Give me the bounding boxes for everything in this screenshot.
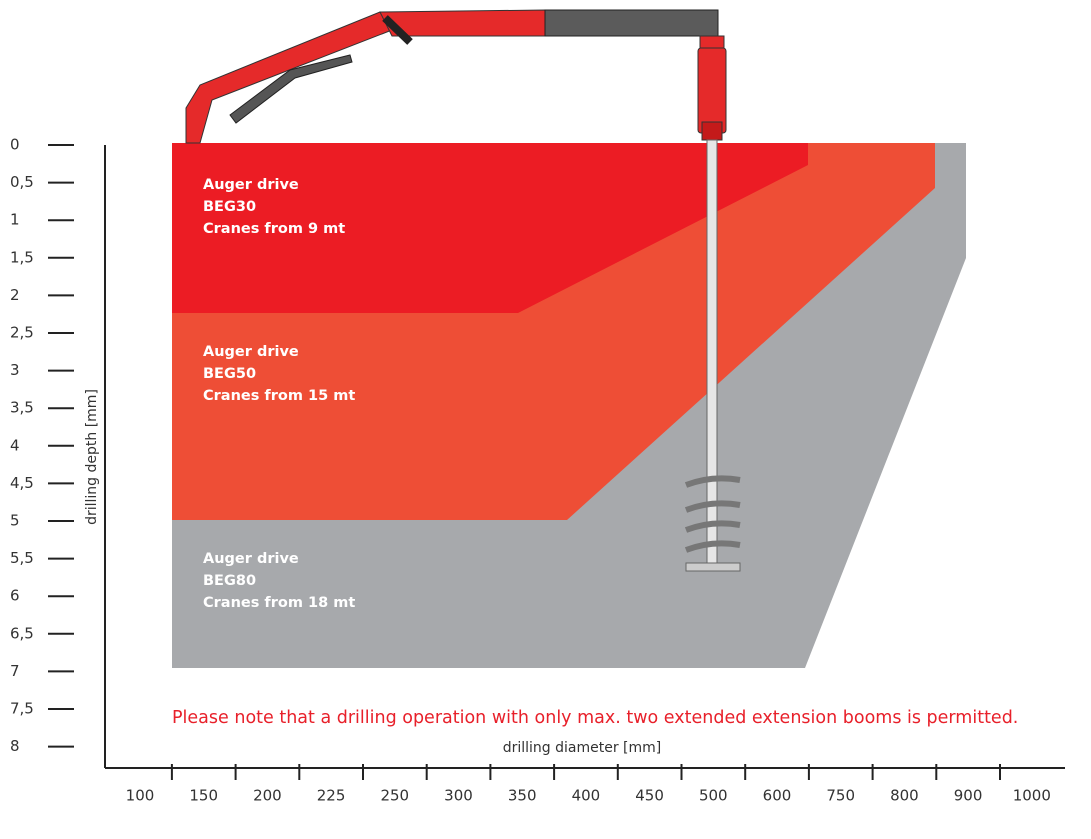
region-label: BEG30 xyxy=(203,199,256,215)
x-axis-label: drilling diameter [mm] xyxy=(503,740,662,756)
note: Please note that a drilling operation wi… xyxy=(172,708,1018,728)
y-tick-label: 2 xyxy=(10,286,20,304)
y-tick-label: 2,5 xyxy=(10,324,34,342)
y-tick-label: 4 xyxy=(10,436,20,454)
crane xyxy=(185,9,741,572)
x-tick-label: 450 xyxy=(635,787,664,805)
x-tick-label: 225 xyxy=(317,787,346,805)
y-tick-label: 8 xyxy=(10,737,20,755)
x-tick-label: 800 xyxy=(890,787,919,805)
region-label: Auger drive xyxy=(203,551,299,567)
x-tick-label: 500 xyxy=(699,787,728,805)
x-tick-label: 900 xyxy=(954,787,983,805)
x-tick-label: 100 xyxy=(126,787,155,805)
x-tick-label: 1000 xyxy=(1013,787,1051,805)
region-label: Auger drive xyxy=(203,177,299,193)
region-label: Cranes from 18 mt xyxy=(203,595,355,611)
region-label: BEG80 xyxy=(203,573,256,589)
region-label: Cranes from 15 mt xyxy=(203,388,355,404)
y-tick-label: 3 xyxy=(10,361,20,379)
y-tick-label: 3,5 xyxy=(10,399,34,417)
region-beg30 xyxy=(172,143,808,313)
x-tick-label: 150 xyxy=(189,787,218,805)
region-label: BEG50 xyxy=(203,366,256,382)
y-tick-label: 6,5 xyxy=(10,624,34,642)
x-tick-label: 750 xyxy=(826,787,855,805)
y-tick-label: 0,5 xyxy=(10,173,34,191)
y-tick-label: 7 xyxy=(10,662,20,680)
region-label: Auger drive xyxy=(203,344,299,360)
y-tick-label: 0 xyxy=(10,136,20,154)
x-tick-label: 400 xyxy=(572,787,601,805)
y-tick-label: 7,5 xyxy=(10,700,34,718)
x-tick-label: 250 xyxy=(380,787,409,805)
y-axis-label: drilling depth [mm] xyxy=(84,389,100,525)
y-tick-label: 4,5 xyxy=(10,474,34,492)
x-tick-label: 600 xyxy=(763,787,792,805)
y-tick-label: 5,5 xyxy=(10,549,34,567)
y-tick-label: 6 xyxy=(10,587,20,605)
y-tick-label: 5 xyxy=(10,512,20,530)
x-tick-label: 300 xyxy=(444,787,473,805)
region-label: Cranes from 9 mt xyxy=(203,221,345,237)
x-tick-label: 200 xyxy=(253,787,282,805)
y-tick-label: 1 xyxy=(10,211,20,229)
x-tick-label: 350 xyxy=(508,787,537,805)
y-tick-label: 1,5 xyxy=(10,248,34,266)
